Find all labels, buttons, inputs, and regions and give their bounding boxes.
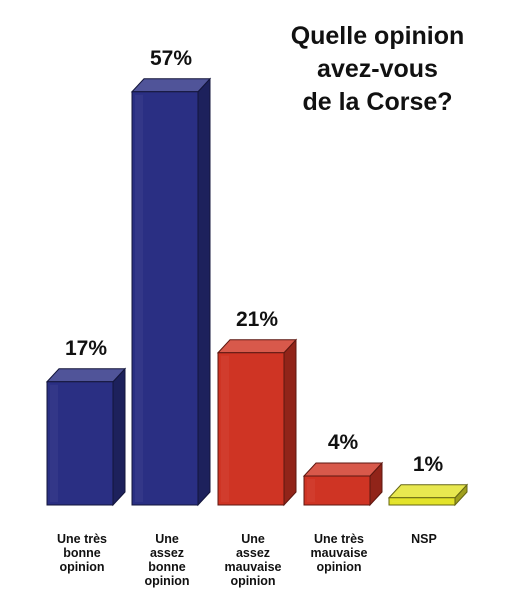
value-label-4: 4% [328, 431, 359, 454]
category-label-3-line-3: mauvaise [225, 560, 282, 574]
value-label-2: 57% [150, 47, 192, 70]
category-label-2-line-3: bonne [148, 560, 186, 574]
bar-top-4 [302, 462, 384, 477]
value-label-1: 17% [65, 337, 107, 360]
category-label-3-line-4: opinion [230, 574, 275, 588]
category-label-2-line-1: Une [155, 532, 179, 546]
value-label-5: 1% [413, 453, 444, 476]
category-label-2-line-2: assez [150, 546, 184, 560]
category-label-3-line-2: assez [236, 546, 270, 560]
category-label-1-line-3: opinion [59, 560, 104, 574]
bar-top-1 [45, 368, 127, 383]
bar-highlight-2 [135, 94, 143, 502]
bar-highlight-1 [50, 384, 58, 502]
bar-highlight-5 [392, 500, 400, 502]
bar-1 [46, 381, 114, 506]
bar-top-2 [130, 78, 212, 93]
bar-highlight-3 [221, 355, 229, 502]
bar-top-3 [216, 339, 298, 354]
bar-3 [217, 352, 285, 506]
bar-side-1 [112, 367, 126, 507]
category-label-4-line-1: Une très [314, 532, 364, 546]
bar-side-2 [197, 77, 211, 507]
category-label-3-line-1: Une [241, 532, 265, 546]
title-line-1: Quelle opinion [290, 22, 465, 50]
category-label-4-line-2: mauvaise [311, 546, 368, 560]
category-label-5-line-1: NSP [411, 532, 437, 546]
category-label-1-line-2: bonne [63, 546, 101, 560]
bar-top-5 [387, 484, 469, 499]
bar-side-3 [283, 338, 297, 507]
chart-title: Quelle opinion avez-vous de la Corse? [270, 20, 485, 119]
category-label-4-line-3: opinion [316, 560, 361, 574]
category-label-2-line-4: opinion [144, 574, 189, 588]
bar-highlight-4 [307, 479, 315, 502]
bar-2 [131, 91, 199, 506]
bar-4 [303, 475, 371, 506]
category-label-1-line-1: Une très [57, 532, 107, 546]
title-line-2: avez-vous [317, 55, 438, 83]
bar-5 [388, 497, 456, 506]
value-label-3: 21% [236, 308, 278, 331]
title-line-3: de la Corse? [302, 88, 453, 116]
